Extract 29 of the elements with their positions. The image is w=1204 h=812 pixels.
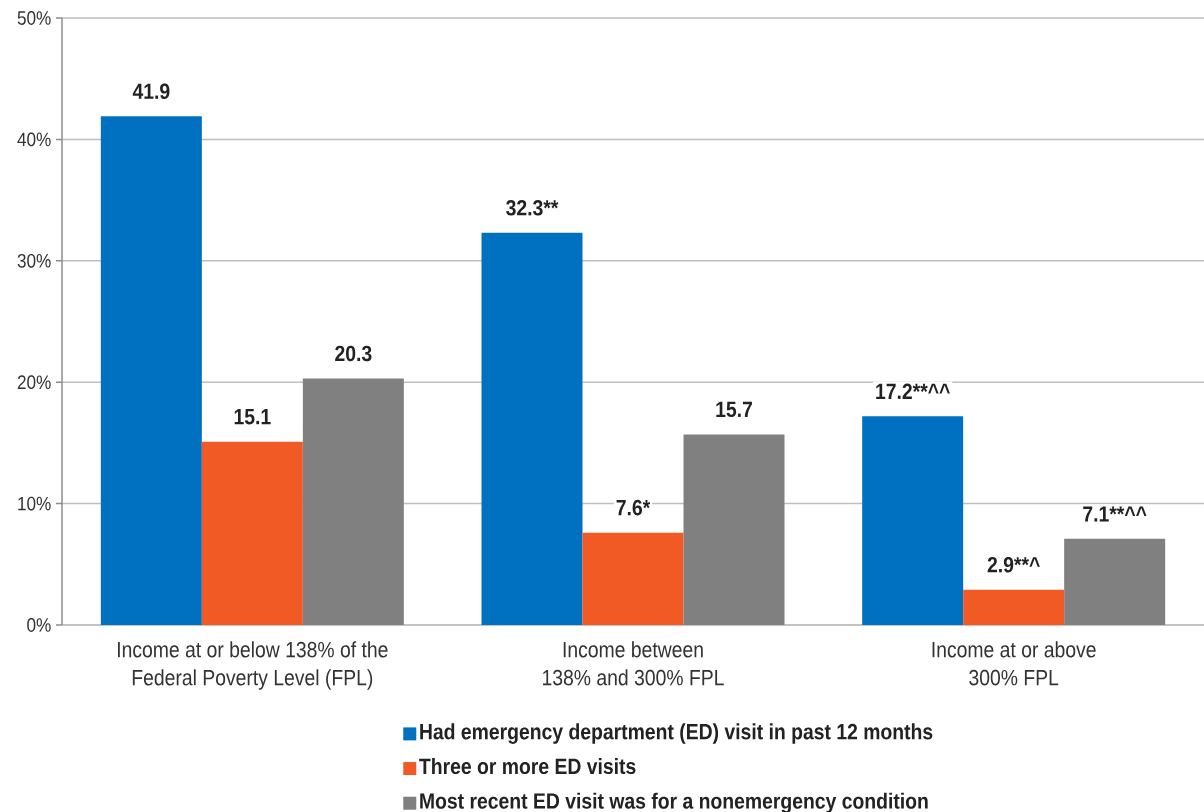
y-tick-label: 40% bbox=[17, 132, 51, 147]
y-tick-label: 30% bbox=[17, 253, 51, 268]
legend-label: Had emergency department (ED) visit in past 12 months bbox=[420, 723, 933, 744]
data-label: 17.2**^^ bbox=[876, 383, 950, 399]
data-label: 41.9 bbox=[132, 83, 170, 100]
y-tick-label: 0% bbox=[27, 618, 51, 632]
data-label: 7.6* bbox=[616, 499, 651, 516]
y-tick-label: 50% bbox=[17, 11, 51, 25]
bar bbox=[582, 532, 684, 625]
bar bbox=[302, 378, 404, 625]
y-tick-label: 20% bbox=[17, 375, 51, 390]
x-tick-label: Income between 138% and 300% FPL bbox=[543, 641, 724, 686]
x-tick-label: Income at or above 300% FPL bbox=[932, 641, 1096, 686]
bar bbox=[862, 416, 964, 625]
data-label: 20.3 bbox=[335, 345, 372, 362]
data-label: 32.3** bbox=[506, 199, 559, 216]
data-label: 15.7 bbox=[716, 401, 752, 418]
data-label: 2.9**^ bbox=[987, 556, 1040, 573]
bar bbox=[963, 589, 1065, 625]
x-tick-label: Income at or below 138% of the Federal Poverty Level (FPL) bbox=[117, 641, 388, 690]
bar bbox=[201, 441, 303, 625]
bar bbox=[683, 434, 785, 625]
y-tick-label: 10% bbox=[18, 496, 51, 511]
data-label: 15.1 bbox=[234, 409, 271, 425]
bar bbox=[1064, 538, 1166, 625]
bar bbox=[481, 232, 583, 625]
bar bbox=[100, 116, 202, 625]
legend-label: Three or more ED visits bbox=[419, 757, 636, 775]
data-label: 7.1**^^ bbox=[1083, 506, 1147, 522]
